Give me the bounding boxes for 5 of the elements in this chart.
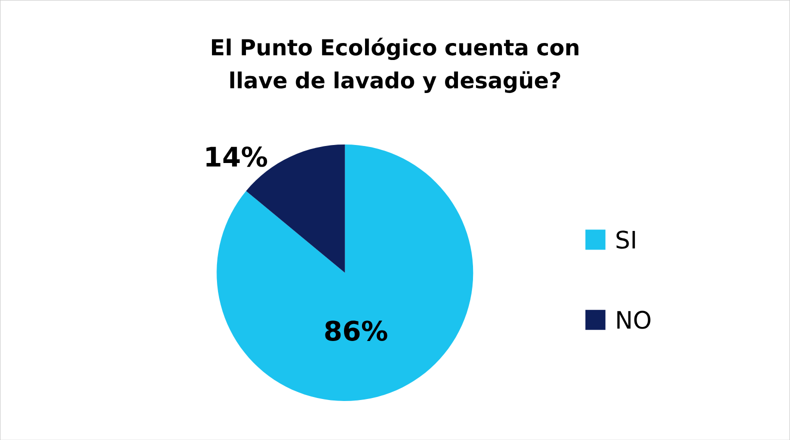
data-label: 86% — [325, 320, 388, 341]
legend-label: NO — [617, 310, 650, 329]
chart-title: El Punto Ecológico cuenta con llave de lavado y desagüe? — [212, 38, 578, 93]
data-label: 14% — [206, 146, 268, 167]
legend-label: SI — [616, 230, 635, 249]
